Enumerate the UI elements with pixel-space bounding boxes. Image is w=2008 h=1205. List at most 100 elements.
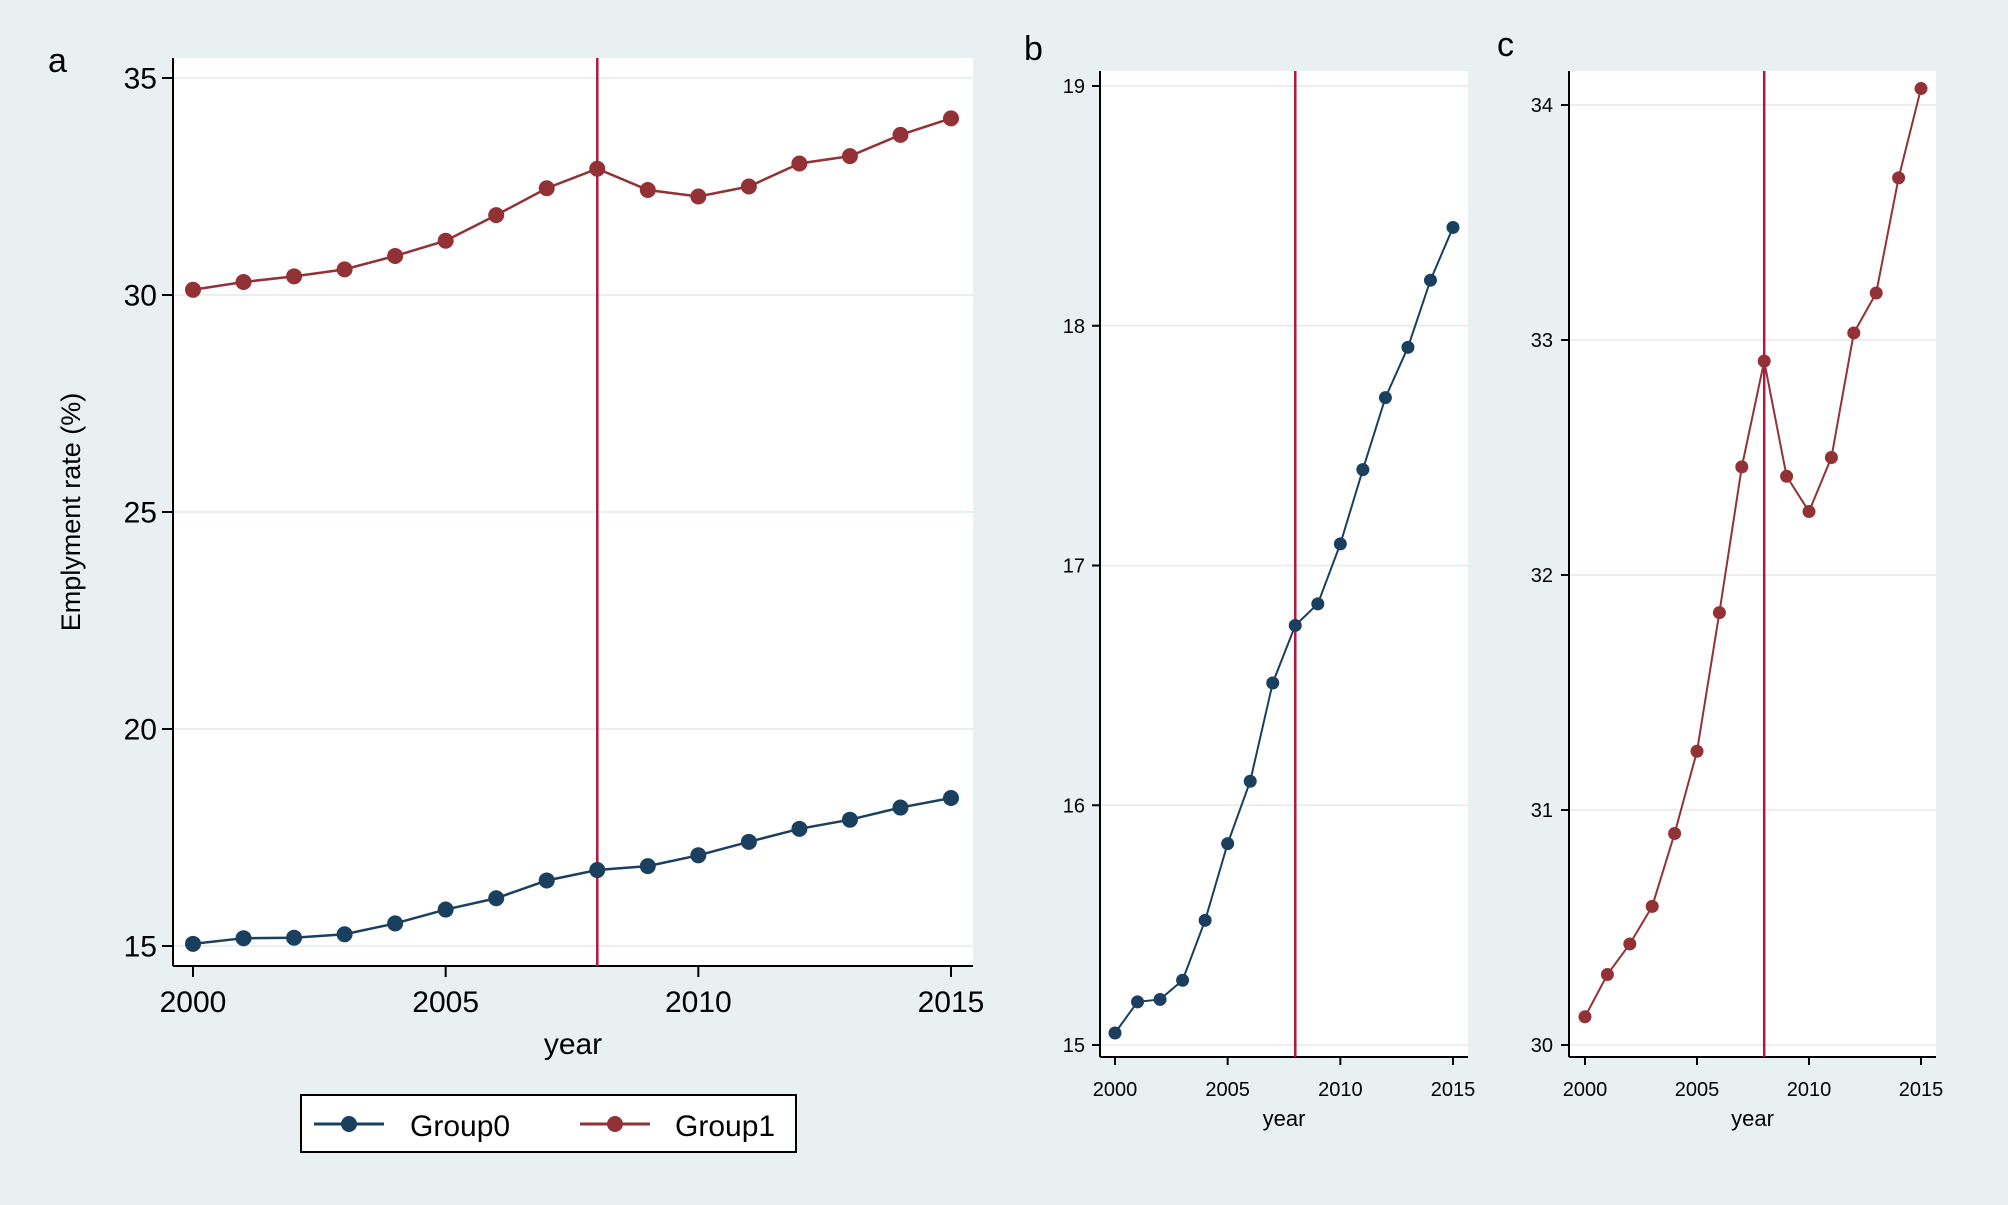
data-point-group0 xyxy=(1266,676,1280,690)
x-tick-label: 2015 xyxy=(918,986,985,1019)
data-point-group0 xyxy=(1423,273,1437,287)
data-point-group1 xyxy=(690,188,707,205)
data-point-group0 xyxy=(791,820,808,837)
y-tick-label: 32 xyxy=(1531,565,1553,587)
data-point-group1 xyxy=(1869,286,1883,300)
data-point-group0 xyxy=(1108,1026,1122,1040)
data-point-group0 xyxy=(841,811,858,828)
data-point-group0 xyxy=(387,915,404,932)
legend-group1-marker xyxy=(607,1116,623,1132)
data-point-group1 xyxy=(639,181,656,198)
data-point-group0 xyxy=(185,935,201,952)
data-point-group0 xyxy=(1153,992,1167,1006)
plot-area xyxy=(1569,71,1936,1057)
data-point-group0 xyxy=(1288,618,1302,632)
legend-group0-marker xyxy=(341,1116,357,1132)
data-point-group0 xyxy=(437,901,454,918)
y-tick-label: 33 xyxy=(1531,330,1553,352)
data-point-group1 xyxy=(336,261,353,278)
data-point-group1 xyxy=(387,247,404,264)
data-point-group1 xyxy=(286,268,303,285)
y-tick-label: 15 xyxy=(124,931,157,964)
data-point-group1 xyxy=(235,273,252,290)
y-tick-label: 30 xyxy=(124,280,157,313)
data-point-group1 xyxy=(1645,899,1659,913)
data-point-group0 xyxy=(336,926,353,943)
x-axis-title: year xyxy=(1731,1106,1774,1131)
x-tick-label: 2005 xyxy=(1675,1079,1720,1101)
data-point-group0 xyxy=(538,872,555,889)
data-point-group0 xyxy=(740,833,757,850)
data-point-group0 xyxy=(892,799,909,816)
panel-a: 15 20 25 30 35 2000 2005 2010 2015 year Emplyment … xyxy=(48,42,984,1061)
data-point-group1 xyxy=(1847,326,1861,340)
data-point-group0 xyxy=(1401,340,1415,354)
data-point-group1 xyxy=(185,281,201,298)
data-point-group1 xyxy=(1892,171,1906,185)
series-line-group0 xyxy=(1114,227,1454,1034)
series-line-group0 xyxy=(192,796,952,946)
data-point-group0 xyxy=(1131,995,1145,1009)
data-point-group1 xyxy=(1600,968,1614,981)
legend-group1-label: Group1 xyxy=(675,1110,775,1143)
y-tick-label: 31 xyxy=(1531,800,1553,822)
y-tick-label: 34 xyxy=(1531,95,1553,117)
data-point-group1 xyxy=(1914,82,1928,96)
x-tick-label: 2015 xyxy=(1899,1079,1944,1101)
y-tick-label: 30 xyxy=(1531,1035,1553,1057)
data-point-group0 xyxy=(1221,837,1235,851)
plot-area xyxy=(1100,71,1468,1057)
panel-c: 30 31 32 33 34 2000 2005 2010 2015 year c xyxy=(1497,26,1943,1131)
x-tick-label: 2005 xyxy=(1205,1079,1250,1101)
data-point-group0 xyxy=(1356,463,1370,477)
x-tick-label: 2005 xyxy=(412,986,479,1019)
x-tick-label: 2000 xyxy=(1093,1079,1138,1101)
data-point-group1 xyxy=(538,180,555,197)
panel-label: b xyxy=(1024,30,1043,68)
x-tick-label: 2015 xyxy=(1431,1079,1476,1101)
x-tick-label: 2010 xyxy=(1318,1079,1363,1101)
data-point-group1 xyxy=(892,126,909,143)
data-point-group1 xyxy=(589,160,606,177)
data-point-group0 xyxy=(690,847,707,864)
x-tick-label: 2000 xyxy=(1563,1079,1608,1101)
data-point-group1 xyxy=(841,148,858,165)
series-line-group1 xyxy=(1584,88,1922,1018)
data-point-group0 xyxy=(488,890,505,907)
data-point-group1 xyxy=(1757,354,1771,368)
data-point-group1 xyxy=(437,232,454,249)
data-point-group0 xyxy=(1311,597,1325,611)
y-tick-label: 25 xyxy=(124,497,157,530)
data-point-group0 xyxy=(589,862,606,879)
panel-label: c xyxy=(1497,26,1514,64)
data-point-group0 xyxy=(639,858,656,875)
x-tick-label: 2010 xyxy=(665,986,732,1019)
data-point-group0 xyxy=(1378,391,1392,405)
legend: Group0 Group1 xyxy=(300,1094,797,1153)
data-point-group1 xyxy=(1780,469,1794,483)
x-tick-label: 2010 xyxy=(1787,1079,1832,1101)
data-point-group0 xyxy=(1243,774,1257,788)
data-point-group1 xyxy=(1623,937,1637,951)
y-axis-title: Emplyment rate (%) xyxy=(56,393,86,632)
data-point-group0 xyxy=(286,929,303,946)
y-tick-label: 20 xyxy=(124,714,157,747)
x-axis-title: year xyxy=(1263,1106,1306,1131)
data-point-group1 xyxy=(943,110,959,127)
y-tick-label: 16 xyxy=(1063,795,1085,817)
y-tick-label: 17 xyxy=(1063,556,1085,578)
data-point-group0 xyxy=(1333,537,1347,551)
series-line-group1 xyxy=(192,117,952,292)
data-point-group1 xyxy=(1690,744,1704,758)
data-point-group1 xyxy=(1578,1010,1592,1024)
y-tick-label: 18 xyxy=(1063,316,1085,338)
panel-label: a xyxy=(48,42,67,80)
data-point-group1 xyxy=(1824,451,1838,464)
y-tick-label: 15 xyxy=(1063,1035,1085,1057)
data-point-group1 xyxy=(1712,606,1726,620)
data-point-group1 xyxy=(1735,460,1749,474)
data-point-group1 xyxy=(740,178,757,195)
data-point-group0 xyxy=(943,790,959,807)
x-axis-title: year xyxy=(544,1028,602,1061)
y-tick-label: 19 xyxy=(1063,76,1085,98)
